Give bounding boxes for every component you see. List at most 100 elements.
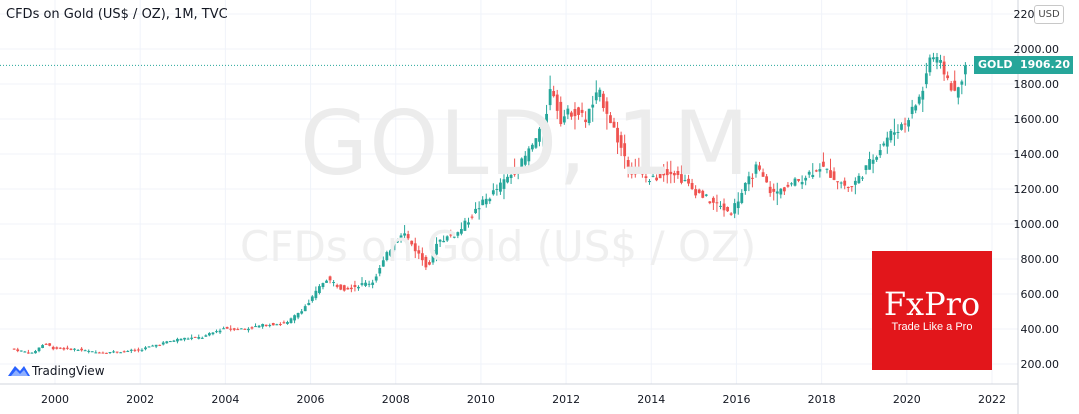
candle-body [907,120,910,127]
candle-body [193,336,197,338]
candle-body [694,189,698,196]
candle-body [183,337,186,340]
candle-body [374,276,378,281]
candle-body [97,352,101,354]
candle-body [655,177,658,181]
candle-body [211,332,215,335]
candle-body [222,328,225,330]
fxpro-name: FxPro [883,285,981,323]
candle-body [186,338,190,340]
candle-body [349,287,353,290]
candle-body [474,208,477,214]
candle-body [371,282,375,285]
candle-body [332,282,336,284]
candle-body [360,283,364,285]
candle-body [623,143,627,157]
candle-body [140,349,144,351]
candle-body [662,173,666,176]
y-tick-label: 1200.00 [1014,183,1060,196]
candle-body [722,203,726,211]
candle-body [726,207,729,212]
candle-body [463,220,467,231]
candle-body [648,180,651,183]
candle-body [51,346,55,350]
candle-body [949,83,953,91]
candle-body [811,174,815,178]
candle-body [584,119,588,123]
candle-body [431,249,435,263]
candle-body [626,160,630,168]
candle-body [605,101,609,114]
candle-body [325,280,328,283]
candle-body [814,170,818,172]
candle-body [790,183,793,185]
candle-body [488,198,492,202]
candle-body [346,287,350,290]
candle-body [133,349,137,351]
candle-body [342,285,346,291]
candle-body [353,284,357,288]
candle-body [481,199,485,206]
candle-body [119,352,123,354]
tradingview-logo-icon [8,366,30,376]
candle-body [963,65,967,75]
candle-body [513,170,517,175]
x-tick-label: 2016 [722,393,750,406]
symbol-watermark: GOLD, 1M [300,92,751,195]
candle-body [254,326,257,328]
candle-body [293,315,296,321]
candle-body [555,94,559,111]
candle-body [190,337,194,339]
y-tick-label: 200.00 [1021,358,1060,371]
candle-body [697,189,701,193]
candle-body [616,127,619,143]
candle-body [147,346,151,348]
candle-body [499,182,502,192]
candle-body [19,350,23,352]
candle-body [917,96,921,104]
candle-body [559,101,563,125]
fxpro-logo: FxPro Trade Like a Pro [872,251,992,370]
candle-body [910,106,914,115]
candle-body [573,109,577,117]
candle-body [264,324,268,327]
candle-body [861,177,864,179]
candle-body [637,170,641,173]
candle-body [640,172,644,175]
currency-button[interactable]: USD [1034,5,1064,24]
candle-body [428,262,431,265]
candle-body [935,57,939,63]
x-tick-label: 2018 [808,393,836,406]
candle-body [420,253,424,261]
candle-body [836,181,840,183]
candle-body [300,311,304,314]
candle-body [207,333,211,336]
candle-body [690,182,694,189]
candle-body [548,89,552,106]
candle-body [161,342,165,345]
x-tick-label: 2012 [552,393,580,406]
candle-body [477,208,481,210]
candle-body [76,349,80,351]
candle-body [715,202,719,204]
candle-body [495,188,499,190]
candle-body [747,176,751,185]
candle-body [775,191,779,194]
candle-body [804,177,808,181]
candle-body [612,121,616,128]
x-tick-label: 2006 [297,393,325,406]
candle-body [800,182,804,185]
candle-body [736,201,740,209]
candle-body [239,328,243,330]
candle-body [126,351,130,353]
candle-body [580,109,584,113]
candle-body [786,184,790,187]
candle-body [850,186,854,188]
candle-body [215,331,218,333]
x-tick-label: 2004 [211,393,239,406]
candle-body [396,239,399,243]
candle-body [442,240,446,243]
y-tick-label: 1400.00 [1014,148,1060,161]
candle-body [204,335,208,337]
